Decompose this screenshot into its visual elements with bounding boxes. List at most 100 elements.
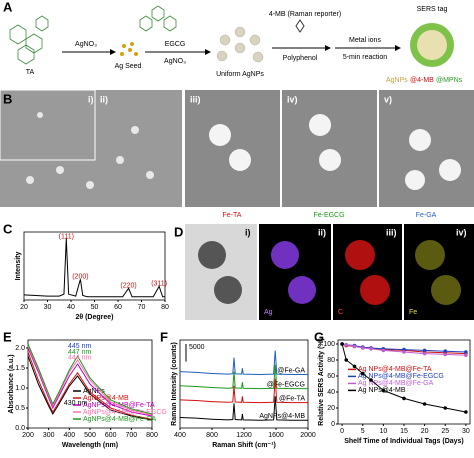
- label: Polyphenol: [283, 55, 318, 62]
- tem-image: [282, 90, 377, 207]
- marker: [369, 347, 373, 351]
- x-tick-label: 15: [400, 428, 408, 435]
- marker: [352, 364, 357, 369]
- sub-label: ii): [100, 94, 108, 104]
- sub-label: iii): [190, 94, 201, 104]
- label: AgNO₃: [75, 41, 97, 48]
- marker: [360, 371, 365, 376]
- y-axis-label: Relative SERS Activity (%): [318, 338, 325, 426]
- label: Uniform AgNPs: [216, 71, 264, 78]
- x-tick-label: 30: [462, 428, 470, 435]
- x-tick-label: 0: [340, 428, 344, 435]
- panel-label: B: [3, 91, 12, 106]
- series-label: AgNPs@4-MB: [259, 413, 305, 420]
- scale-bar-label: 5000: [189, 344, 205, 351]
- marker: [344, 358, 349, 362]
- label: TA: [26, 69, 35, 76]
- panel-b: B i) ii) iii) iv) v) Fe-TA Fe-EGCG Fe-GA: [0, 89, 474, 219]
- x-tick-label: 30: [44, 304, 52, 311]
- x-tick-label: 20: [421, 428, 429, 435]
- x-tick-label: 10: [379, 428, 387, 435]
- x-tick-label: 600: [105, 432, 117, 439]
- marker: [443, 352, 448, 357]
- series-line: [179, 378, 308, 404]
- x-tick-label: 800: [146, 432, 158, 439]
- label: AgNPs: [386, 77, 408, 84]
- x-tick-label: 700: [125, 432, 137, 439]
- series-line: [23, 238, 165, 298]
- label: Metal ions: [349, 37, 381, 44]
- label: 5-min reaction: [343, 54, 387, 61]
- marker: [352, 344, 357, 349]
- y-axis-label: Absorbance (a.u.): [8, 354, 15, 413]
- sub-label: i): [88, 94, 94, 104]
- x-axis-label: Raman Shift (cm⁻¹): [212, 442, 276, 449]
- marker: [369, 378, 373, 382]
- legend-label: AgNPs@4-MB: [83, 395, 129, 402]
- series-line: [27, 351, 153, 420]
- series-line: [27, 343, 153, 415]
- y-tick-label: 0.5: [15, 405, 25, 412]
- marker: [443, 406, 448, 410]
- scheme: A TA AgNO₃ Ag Seed EGCG AgNO₃ Uniform Ag…: [3, 0, 463, 84]
- panel-label: A: [3, 0, 13, 14]
- x-axis-label: Shelf Time of Individual Tags (Days): [344, 438, 464, 445]
- y-axis-label: Intensity: [15, 252, 22, 281]
- legend-label: Ag NPs@4-MB@Fe-GA: [358, 380, 434, 387]
- annotation: (220): [120, 283, 136, 290]
- x-tick-label: 400: [63, 432, 75, 439]
- marker: [464, 350, 468, 354]
- y-tick-label: 60: [327, 373, 335, 380]
- label: @MPNs: [436, 77, 463, 84]
- legend-label: Ag NPs@4-MB@Fe-TA: [358, 366, 432, 373]
- caption: Fe-GA: [416, 212, 437, 219]
- annotation: (311): [151, 281, 167, 288]
- y-tick-label: 40: [327, 389, 335, 396]
- legend-label: Ag NPs@4-MB@Fe-EGCG: [358, 373, 444, 380]
- marker: [344, 343, 349, 347]
- y-tick-label: 20: [327, 405, 335, 412]
- sub-label: v): [384, 94, 392, 104]
- marker: [464, 410, 468, 414]
- panel-label: C: [3, 221, 13, 236]
- sub-label: ii): [318, 227, 326, 237]
- series-label: @Fe-EGCG: [267, 381, 305, 388]
- element-label: Fe: [409, 309, 417, 316]
- sub-label: iv): [456, 227, 467, 237]
- x-tick-label: 50: [91, 304, 99, 311]
- caption: Fe-EGCG: [313, 212, 344, 219]
- x-tick-label: 200: [22, 432, 34, 439]
- legend-label: AgNPs@4-MB@Fe-GA: [83, 416, 157, 423]
- annotation: (200): [72, 274, 88, 281]
- series-line: [179, 364, 308, 390]
- annotation: 430 nm: [64, 400, 88, 407]
- x-tick-label: 60: [114, 304, 122, 311]
- y-tick-label: 1.0: [15, 385, 25, 392]
- x-tick-label: 800: [206, 432, 218, 439]
- series-line: [342, 343, 466, 356]
- element-label: C: [338, 309, 343, 316]
- marker: [422, 351, 427, 356]
- sem-image: [0, 90, 182, 207]
- tem-image: [185, 90, 280, 207]
- y-tick-label: 0.0: [15, 425, 25, 432]
- marker: [464, 353, 468, 358]
- series-line: [27, 347, 153, 417]
- annotation: 444 nm: [68, 354, 92, 361]
- legend-label: AgNPs: [83, 388, 105, 395]
- label: AgNO₃: [164, 58, 186, 65]
- x-axis-label: 2θ (Degree): [75, 314, 113, 321]
- series-label: @Fe-GA: [277, 367, 305, 374]
- x-tick-label: 40: [67, 304, 75, 311]
- legend-label: Ag NPs@4-MB: [358, 387, 406, 394]
- annotation: 447 nm: [68, 349, 92, 356]
- marker: [402, 350, 406, 354]
- panel-label: G: [314, 329, 324, 344]
- x-tick-label: 25: [441, 428, 449, 435]
- x-tick-label: 20: [20, 304, 28, 311]
- sub-label: iv): [287, 94, 298, 104]
- label: @4-MB: [410, 77, 434, 84]
- series-line: [179, 350, 308, 375]
- marker: [381, 388, 386, 393]
